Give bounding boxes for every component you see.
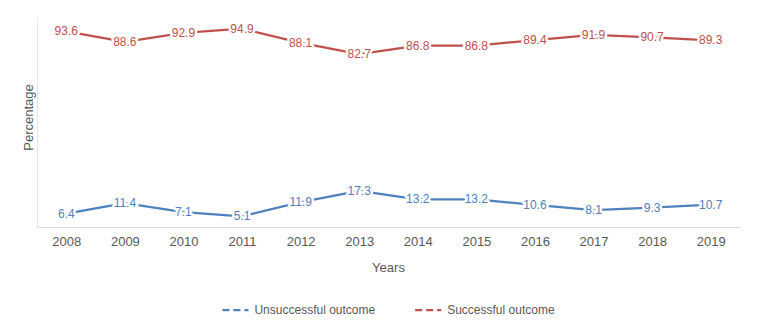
x-tick: 2009	[111, 227, 140, 249]
y-axis	[37, 19, 38, 228]
legend-symbol	[415, 309, 441, 311]
x-tick: 2012	[287, 227, 316, 249]
data-label: 82.7	[348, 47, 372, 61]
x-tick-label: 2009	[111, 234, 140, 249]
x-tick: 2018	[638, 227, 667, 249]
x-tick-label: 2008	[52, 234, 81, 249]
x-axis-line	[38, 227, 741, 228]
x-tick: 2016	[521, 227, 550, 249]
data-label: 88.1	[289, 36, 313, 50]
x-tick: 2008	[52, 227, 81, 249]
series-line	[66, 191, 710, 216]
data-label: 6.4	[58, 207, 75, 221]
data-label: 89.3	[699, 33, 723, 47]
data-label: 94.9	[230, 22, 254, 36]
data-label: 7.1	[175, 205, 192, 219]
x-tick-label: 2015	[462, 234, 491, 249]
x-tick: 2013	[345, 227, 374, 249]
data-labels: 6.4 11.4 7.1 5.1 11.9 17.3 13.2 13.2 10.6 8.1 9.3 1…	[55, 22, 723, 224]
x-tick-label: 2017	[580, 234, 609, 249]
data-label: 91.9	[582, 28, 606, 42]
x-tick-label: 2012	[287, 234, 316, 249]
data-label: 9.3	[644, 201, 661, 215]
x-tick: 2014	[404, 227, 433, 249]
x-tick-label: 2010	[169, 234, 198, 249]
legend-label: Successful outcome	[447, 303, 555, 317]
data-label: 11.4	[114, 196, 137, 210]
data-label: 13.2	[406, 192, 430, 206]
data-label: 93.6	[55, 24, 79, 38]
y-axis-title: Percentage	[21, 84, 36, 151]
x-tick: 2010	[169, 227, 198, 249]
legend-symbol	[222, 309, 248, 311]
x-tick: 2017	[580, 227, 609, 249]
x-tick: 2011	[229, 227, 257, 249]
legend-item: Unsuccessful outcome	[222, 303, 375, 317]
data-label: 10.6	[523, 198, 547, 212]
data-label: 86.8	[406, 39, 430, 53]
x-tick: 2015	[462, 227, 491, 249]
data-label: 8.1	[585, 203, 602, 217]
x-tick-label: 2018	[638, 234, 667, 249]
y-axis-line	[37, 19, 38, 228]
data-label: 90.7	[640, 30, 664, 44]
legend: Unsuccessful outcome Successful outcome	[222, 303, 554, 317]
x-tick-label: 2016	[521, 234, 550, 249]
x-tick: 2019	[697, 227, 726, 249]
x-tick-label: 2014	[404, 234, 433, 249]
data-label: 88.6	[113, 35, 137, 49]
x-axis-title: Years	[372, 260, 405, 275]
data-label: 10.7	[699, 198, 723, 212]
x-tick-label: 2013	[345, 234, 374, 249]
series-line	[66, 29, 710, 54]
chart: 2008 2009 2010 2011 2012 2013 2014 2015 2016 2017…	[0, 0, 758, 331]
x-tick-label: 2011	[229, 234, 257, 249]
x-axis: 2008 2009 2010 2011 2012 2013 2014 2015 2016 2017…	[38, 227, 741, 249]
data-label: 89.4	[523, 33, 547, 47]
data-label: 13.2	[465, 192, 489, 206]
data-label: 11.9	[289, 195, 312, 209]
x-tick-label: 2019	[697, 234, 726, 249]
plot-area	[66, 29, 710, 217]
legend-item: Successful outcome	[415, 303, 555, 317]
data-label: 92.9	[172, 26, 196, 40]
data-label: 5.1	[234, 209, 251, 223]
data-label: 17.3	[348, 184, 372, 198]
data-label: 86.8	[465, 39, 489, 53]
legend-label: Unsuccessful outcome	[254, 303, 375, 317]
